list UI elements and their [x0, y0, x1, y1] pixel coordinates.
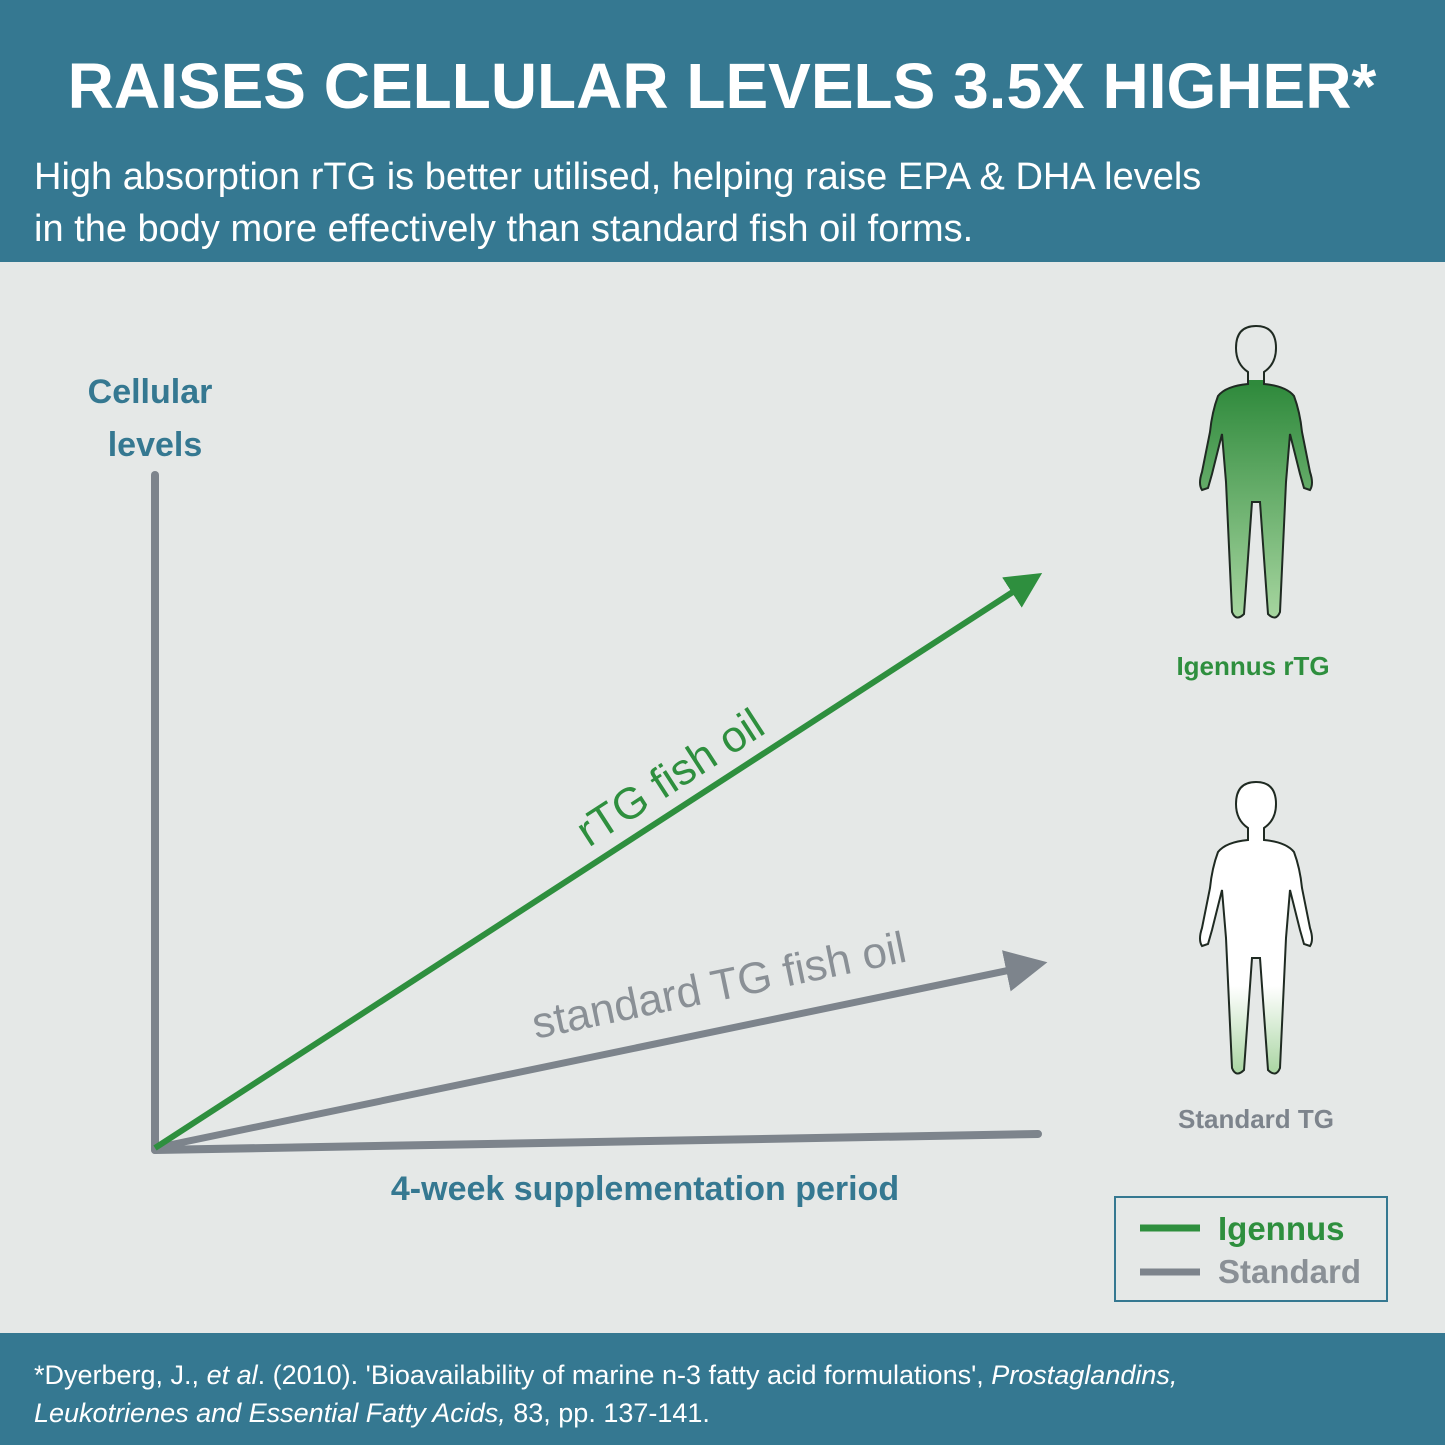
figure-label: Standard TG [1178, 1104, 1334, 1134]
footnote-text: *Dyerberg, J., [34, 1360, 207, 1390]
x-axis-label: 4-week supplementation period [391, 1170, 899, 1208]
y-axis-label: Cellular [88, 373, 213, 411]
rtg-arrow [153, 572, 1043, 1151]
header-band [0, 0, 1445, 262]
footnote-text: . (2010). 'Bioavailability of marine n-3… [258, 1360, 992, 1390]
footer-band [0, 1333, 1445, 1445]
y-axis-label: levels [108, 426, 203, 464]
title: RAISES CELLULAR LEVELS 3.5X HIGHER* [68, 50, 1377, 122]
figure-label: Igennus rTG [1176, 651, 1329, 681]
footnote-text: et al [207, 1360, 259, 1390]
legend-label: Standard [1218, 1253, 1361, 1290]
legend-box [1114, 1196, 1388, 1302]
subtitle-line: in the body more effectively than standa… [34, 208, 973, 250]
footnote-line: Leukotrienes and Essential Fatty Acids, … [34, 1398, 710, 1428]
legend-label: Igennus [1218, 1210, 1345, 1247]
subtitle-line: High absorption rTG is better utilised, … [34, 156, 1201, 198]
footnote-text: 83, pp. 137-141. [506, 1398, 710, 1428]
x-axis [151, 1130, 1042, 1154]
body-band [0, 262, 1445, 1333]
footnote-text: Leukotrienes and Essential Fatty Acids, [34, 1398, 506, 1428]
footnote-text: Prostaglandins, [991, 1360, 1177, 1390]
standard-arrow [154, 950, 1048, 1152]
footnote-line: *Dyerberg, J., et al. (2010). 'Bioavaila… [34, 1360, 1177, 1390]
